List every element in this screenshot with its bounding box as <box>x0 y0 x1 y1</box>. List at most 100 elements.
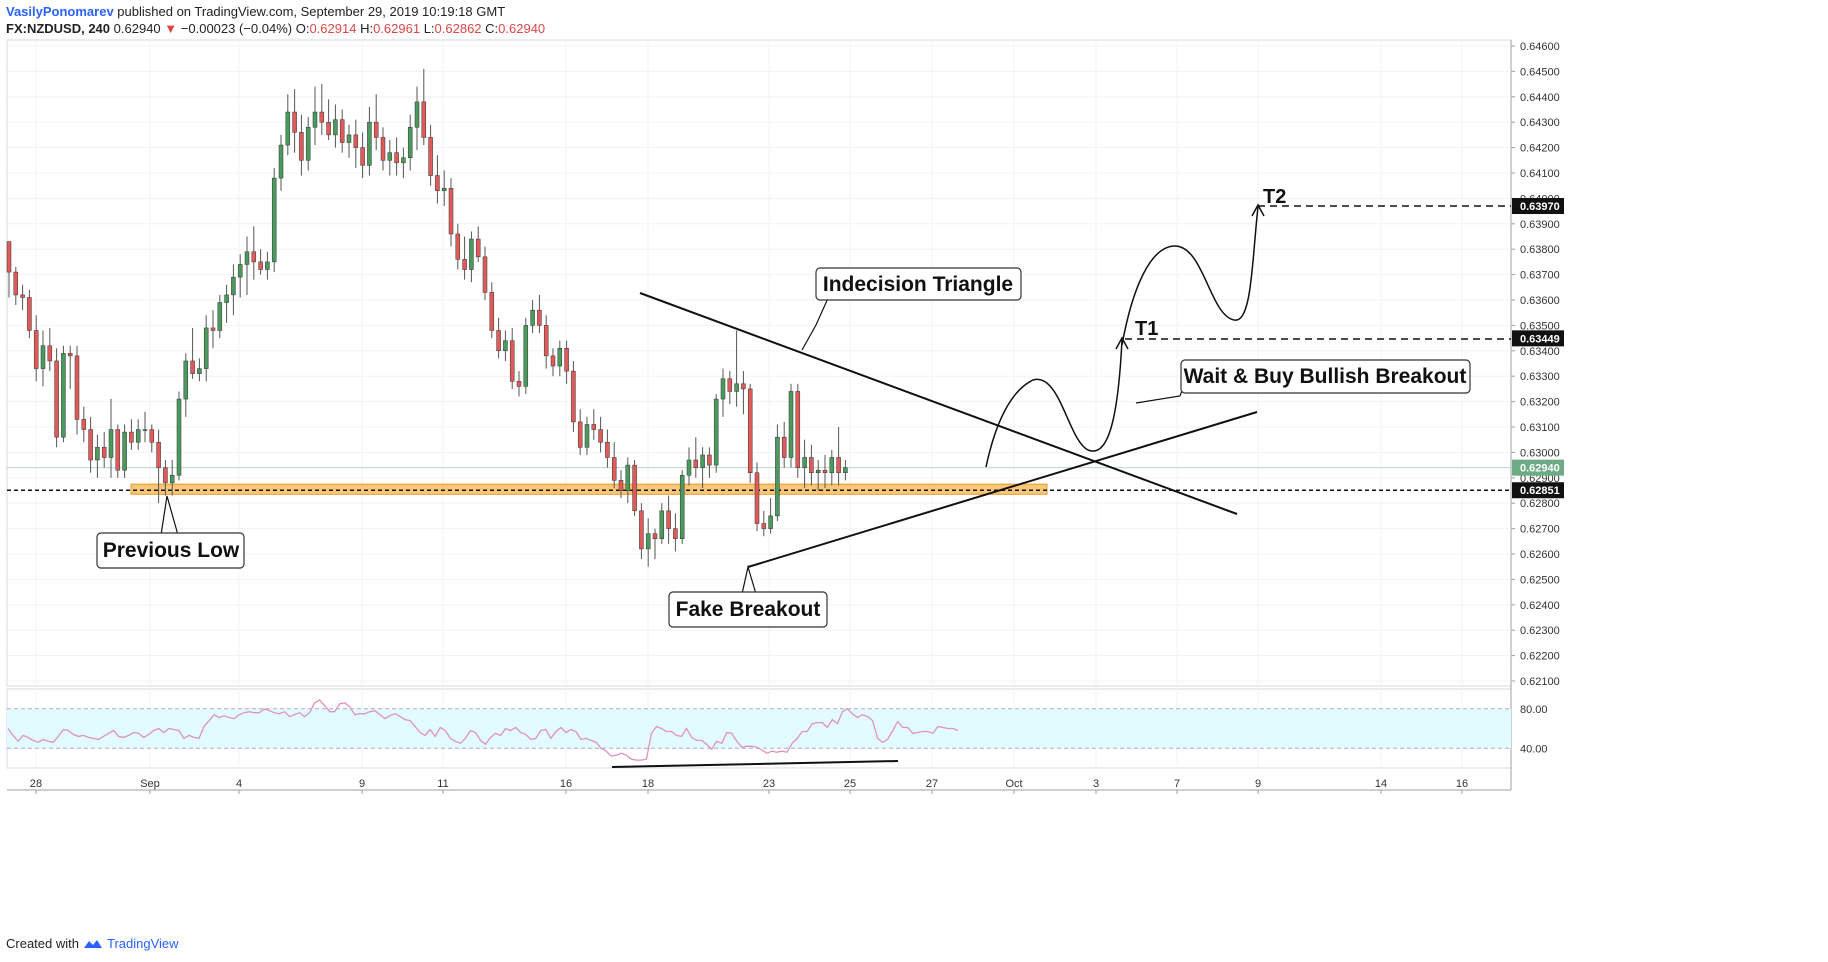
candle-down <box>462 259 467 270</box>
candle-up <box>231 276 236 296</box>
candle-up <box>829 457 835 473</box>
candle-up <box>557 348 563 367</box>
projection-path-t2[interactable] <box>1121 206 1259 346</box>
price-tick-label: 0.62400 <box>1520 600 1560 612</box>
support-zone <box>130 483 1048 495</box>
candle-down <box>632 464 637 512</box>
candle-down <box>101 447 107 458</box>
candle-down <box>822 469 828 473</box>
callout-wait-buy-breakout[interactable]: Wait & Buy Bullish Breakout <box>1180 359 1471 394</box>
candle-up <box>843 467 848 473</box>
candle-down <box>598 429 603 443</box>
t2-arrow-icon <box>1251 203 1265 217</box>
change-arrow-icon: ▼ <box>164 21 178 36</box>
candle-down <box>394 152 399 164</box>
price-label-bg <box>1512 330 1564 347</box>
callout-box <box>1180 359 1471 394</box>
candle-up <box>407 127 413 159</box>
candle-down <box>747 388 753 473</box>
price-tick-label: 0.63600 <box>1520 295 1560 307</box>
candle-down <box>550 355 556 367</box>
candle-up <box>802 457 807 468</box>
callout-previous-low[interactable]: Previous Low <box>96 532 245 569</box>
callout-indecision-triangle[interactable]: Indecision Triangle <box>815 267 1022 301</box>
candle-down <box>74 355 80 420</box>
candle-up <box>237 264 243 278</box>
triangle-lower-trendline[interactable] <box>747 411 1258 568</box>
price-tick-label: 0.62200 <box>1520 651 1560 663</box>
price-tick-label: 0.63700 <box>1520 270 1560 282</box>
price-tick-label: 0.64400 <box>1520 92 1560 104</box>
open-value: 0.62914 <box>309 21 357 36</box>
candle-down <box>6 241 12 273</box>
symbol-name[interactable]: FX:NZDUSD, 240 <box>6 21 111 36</box>
time-tick-label: 23 <box>763 778 775 790</box>
time-axis[interactable]: 28 Sep 4 9 11 16 18 23 25 27 Oct 3 7 9 14 16 <box>30 778 1468 794</box>
candle-up <box>333 119 338 136</box>
time-tick-label: Sep <box>140 778 160 790</box>
price-tick-label: 0.62100 <box>1520 676 1560 688</box>
candle-up <box>768 515 773 529</box>
time-tick-label: 4 <box>236 778 242 790</box>
grid <box>7 40 1511 768</box>
candle-up <box>679 475 685 540</box>
author-link[interactable]: VasilyPonomarev <box>6 4 114 19</box>
candle-up <box>713 398 719 466</box>
tradingview-logo-icon <box>83 939 102 948</box>
candle-down <box>741 383 746 390</box>
tradingview-brand[interactable]: TradingView <box>106 936 179 951</box>
candle-down <box>373 121 379 138</box>
candle-up <box>169 475 175 484</box>
price-tick-label: 0.62300 <box>1520 625 1560 637</box>
candle-down <box>516 381 522 387</box>
candle-down <box>156 441 161 468</box>
t1-arrow-icon <box>1115 336 1129 350</box>
candle-down <box>489 292 495 331</box>
candle-down <box>353 134 359 148</box>
candle-up <box>788 391 794 458</box>
candle-up <box>142 429 148 431</box>
candle-down <box>475 238 481 258</box>
price-label: 0.63449 <box>1520 333 1560 345</box>
triangle-upper-trendline[interactable] <box>639 292 1238 515</box>
candle-down <box>618 480 624 491</box>
callout-text: Previous Low <box>103 539 240 562</box>
time-tick-label: Oct <box>1005 778 1022 790</box>
price-tick-label: 0.63900 <box>1520 219 1560 231</box>
candle-down <box>809 457 814 473</box>
callout-pointer-fake-breakout <box>741 564 757 595</box>
callout-text: Fake Breakout <box>676 598 821 621</box>
candle-up <box>217 302 223 331</box>
price-tick-label: 0.62700 <box>1520 524 1560 536</box>
candle-down <box>482 256 488 293</box>
candle-up <box>625 464 631 491</box>
candle-up <box>244 251 250 265</box>
price-tick-label: 0.63100 <box>1520 422 1560 434</box>
price-label-bg <box>1512 482 1564 499</box>
candle-down <box>54 360 59 438</box>
time-tick-label: 25 <box>844 778 856 790</box>
candle-down <box>421 101 427 138</box>
symbol-legend: FX:NZDUSD, 240 0.62940 ▼ −0.00023 (−0.04… <box>6 21 545 36</box>
projection-path-t1[interactable] <box>985 339 1123 468</box>
published-text: published on TradingView.com, September … <box>117 4 506 19</box>
last-price: 0.62940 <box>113 21 161 36</box>
time-tick-label: 14 <box>1375 778 1387 790</box>
candle-up <box>584 424 590 448</box>
candle-down <box>435 175 440 192</box>
price-axis[interactable]: 0.64600 0.64500 0.64400 0.64300 0.64200 0.641… <box>1511 41 1564 755</box>
time-tick-label: 7 <box>1174 778 1180 790</box>
candle-down <box>47 345 53 362</box>
callout-box <box>815 267 1022 301</box>
candle-up <box>503 340 508 352</box>
candle-down <box>707 454 712 466</box>
candle-up <box>815 469 821 473</box>
candle-down <box>210 327 216 331</box>
oscillator-divergence-line[interactable] <box>611 760 899 768</box>
candle-up <box>183 360 189 400</box>
callout-pointer-triangle <box>801 295 830 351</box>
candle-up <box>720 378 726 400</box>
candle-down <box>20 294 25 298</box>
callout-fake-breakout[interactable]: Fake Breakout <box>668 591 828 628</box>
